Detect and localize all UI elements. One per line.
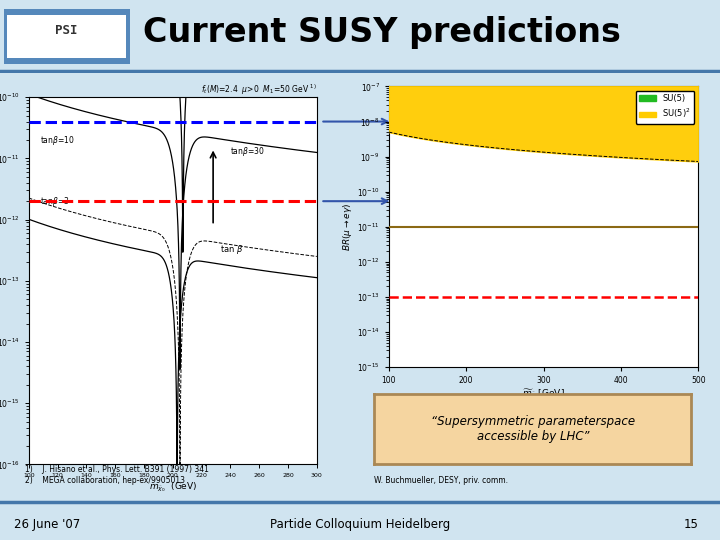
Text: PSI: PSI [55, 24, 78, 37]
FancyBboxPatch shape [7, 15, 126, 58]
Text: tan $\beta$: tan $\beta$ [220, 242, 244, 255]
Text: 26 June '07: 26 June '07 [14, 518, 81, 531]
Text: MEG goal: MEG goal [396, 196, 449, 206]
Text: W. Buchmueller, DESY, priv. comm.: W. Buchmueller, DESY, priv. comm. [374, 476, 508, 485]
X-axis label: $\widetilde{m}_{\tilde{h}}$ [GeV]: $\widetilde{m}_{\tilde{h}}$ [GeV] [522, 388, 565, 401]
Text: 15: 15 [683, 518, 698, 531]
Text: 2)    MEGA collaboration, hep-ex/9905013: 2) MEGA collaboration, hep-ex/9905013 [25, 476, 185, 485]
Text: “Supersymmetric parameterspace
accessible by LHC”: “Supersymmetric parameterspace accessibl… [431, 415, 635, 443]
Text: tan$\beta$=10: tan$\beta$=10 [40, 134, 76, 147]
Text: tan$\beta$=3: tan$\beta$=3 [40, 195, 71, 208]
Text: 1)    J. Hisano et al., Phys. Lett. B391 (1997) 341: 1) J. Hisano et al., Phys. Lett. B391 (1… [25, 465, 209, 475]
X-axis label: $m_{\tilde{\chi}_0}$  (GeV): $m_{\tilde{\chi}_0}$ (GeV) [148, 481, 197, 495]
Text: current limit: current limit [396, 117, 464, 126]
Text: Partide Colloquium Heidelberg: Partide Colloquium Heidelberg [270, 518, 450, 531]
Legend: SU(5), SU(5)$^2$: SU(5), SU(5)$^2$ [636, 91, 694, 124]
Text: tan$\beta$=30: tan$\beta$=30 [230, 145, 266, 158]
FancyBboxPatch shape [4, 10, 130, 64]
Text: Current SUSY predictions: Current SUSY predictions [143, 16, 621, 49]
Text: $f_t(M)$=2.4  $\mu$>0  $M_1$=50 GeV $^{1)}$: $f_t(M)$=2.4 $\mu$>0 $M_1$=50 GeV $^{1)}… [201, 83, 317, 97]
Y-axis label: $BR(\mu \rightarrow e\gamma)$: $BR(\mu \rightarrow e\gamma)$ [341, 202, 354, 251]
